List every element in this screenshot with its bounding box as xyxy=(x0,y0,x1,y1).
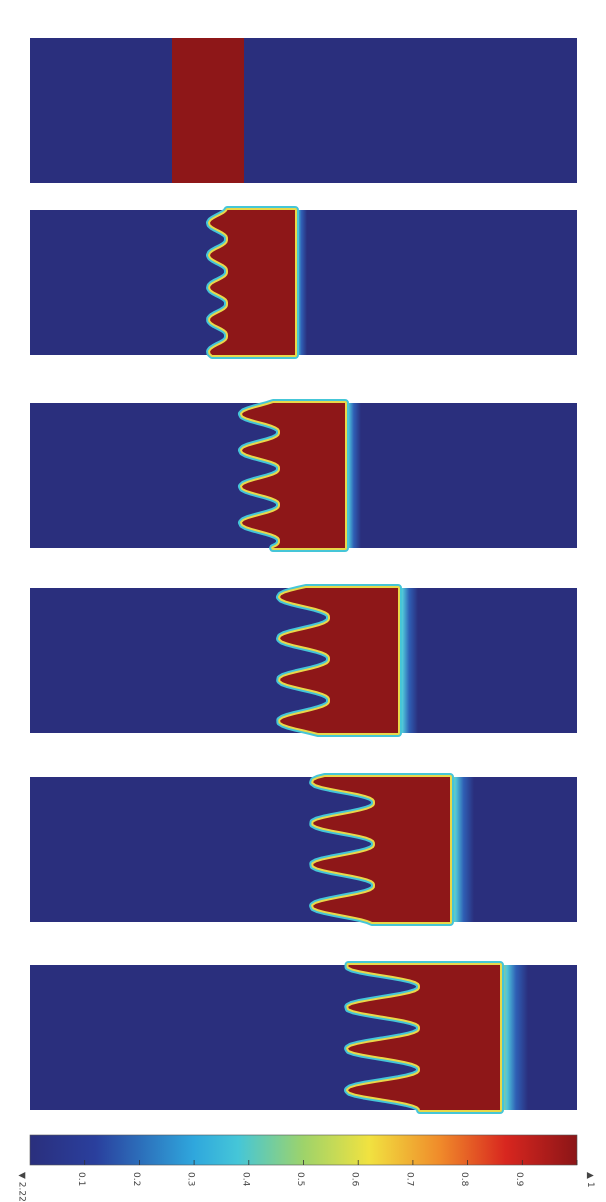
colorbar-tick-label: 0.8 xyxy=(459,1172,469,1187)
colorbar-min-label: ▼ 2.2204×10 xyxy=(17,1172,27,1202)
colorbar-tick-label: 0.3 xyxy=(186,1172,196,1186)
panels xyxy=(30,38,577,1110)
panel xyxy=(30,588,577,733)
colorbar: ▼ 2.2204×10 ▲1 0.10.20.30.40.50.60.70.80… xyxy=(17,1135,596,1202)
colorbar-tick-label: 0.7 xyxy=(404,1172,414,1186)
panel-background xyxy=(30,38,577,183)
panel xyxy=(30,38,577,183)
colorbar-tick-label: 0.2 xyxy=(131,1172,141,1186)
colorbar-max-label: ▲1 xyxy=(586,1172,596,1188)
colorbar-tick-label: 0.9 xyxy=(514,1172,524,1187)
figure: ▼ 2.2204×10 ▲1 0.10.20.30.40.50.60.70.80… xyxy=(0,0,606,1202)
colorbar-tick-label: 0.4 xyxy=(240,1172,250,1187)
colorbar-tick-label: 0.1 xyxy=(76,1172,86,1186)
max-value: 1 xyxy=(586,1182,596,1188)
colorbar-tick-label: 0.6 xyxy=(350,1172,360,1187)
panel xyxy=(30,777,577,922)
panel xyxy=(30,403,577,548)
colorbar-tick-label: 0.5 xyxy=(295,1172,305,1186)
max-marker: ▲ xyxy=(586,1172,596,1179)
panel xyxy=(30,965,577,1110)
panel xyxy=(30,210,577,355)
fluid-region xyxy=(172,38,244,183)
panel-background xyxy=(30,777,577,922)
